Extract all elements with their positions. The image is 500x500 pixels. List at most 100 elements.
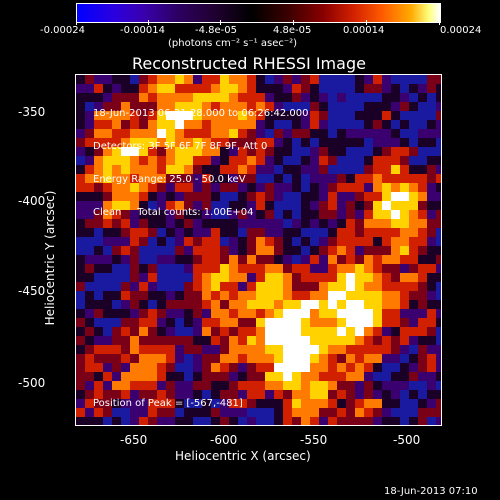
image-pixel bbox=[184, 183, 193, 192]
image-pixel bbox=[247, 390, 256, 399]
image-pixel bbox=[94, 165, 103, 174]
image-pixel bbox=[346, 354, 355, 363]
image-pixel bbox=[409, 327, 418, 336]
image-pixel bbox=[103, 399, 112, 408]
image-pixel bbox=[274, 75, 283, 84]
image-pixel bbox=[391, 273, 400, 282]
image-pixel bbox=[400, 147, 409, 156]
image-pixel bbox=[130, 381, 139, 390]
image-pixel bbox=[130, 264, 139, 273]
image-pixel bbox=[247, 228, 256, 237]
image-pixel bbox=[175, 129, 184, 138]
image-pixel bbox=[121, 93, 130, 102]
image-pixel bbox=[211, 237, 220, 246]
image-pixel bbox=[247, 138, 256, 147]
image-pixel bbox=[85, 354, 94, 363]
image-pixel bbox=[202, 183, 211, 192]
image-pixel bbox=[211, 300, 220, 309]
image-pixel bbox=[103, 237, 112, 246]
image-pixel bbox=[202, 138, 211, 147]
image-pixel bbox=[130, 75, 139, 84]
image-pixel bbox=[355, 327, 364, 336]
image-pixel bbox=[247, 327, 256, 336]
image-pixel bbox=[166, 417, 175, 425]
image-pixel bbox=[409, 183, 418, 192]
image-pixel bbox=[346, 93, 355, 102]
image-pixel bbox=[346, 192, 355, 201]
image-pixel bbox=[238, 282, 247, 291]
image-pixel bbox=[157, 381, 166, 390]
image-pixel bbox=[265, 192, 274, 201]
image-pixel bbox=[346, 255, 355, 264]
image-pixel bbox=[337, 237, 346, 246]
image-pixel bbox=[382, 300, 391, 309]
image-pixel bbox=[139, 399, 148, 408]
image-pixel bbox=[283, 129, 292, 138]
image-pixel bbox=[130, 183, 139, 192]
image-pixel bbox=[382, 264, 391, 273]
image-pixel bbox=[436, 345, 441, 354]
image-pixel bbox=[346, 264, 355, 273]
image-pixel bbox=[436, 192, 441, 201]
image-pixel bbox=[211, 399, 220, 408]
image-pixel bbox=[247, 93, 256, 102]
image-pixel bbox=[103, 102, 112, 111]
image-pixel bbox=[265, 327, 274, 336]
image-pixel bbox=[328, 174, 337, 183]
image-pixel bbox=[409, 363, 418, 372]
image-pixel bbox=[409, 399, 418, 408]
image-pixel bbox=[346, 111, 355, 120]
image-pixel bbox=[130, 246, 139, 255]
image-pixel bbox=[130, 102, 139, 111]
image-pixel bbox=[409, 264, 418, 273]
image-pixel bbox=[337, 318, 346, 327]
image-pixel bbox=[103, 345, 112, 354]
image-pixel bbox=[274, 237, 283, 246]
image-pixel bbox=[148, 363, 157, 372]
image-pixel bbox=[121, 291, 130, 300]
image-pixel bbox=[274, 336, 283, 345]
image-pixel bbox=[175, 354, 184, 363]
image-pixel bbox=[328, 336, 337, 345]
image-pixel bbox=[202, 417, 211, 425]
image-pixel bbox=[265, 300, 274, 309]
image-pixel bbox=[211, 102, 220, 111]
image-pixel bbox=[310, 264, 319, 273]
image-pixel bbox=[310, 363, 319, 372]
image-pixel bbox=[130, 129, 139, 138]
image-pixel bbox=[283, 390, 292, 399]
image-pixel bbox=[436, 327, 441, 336]
image-pixel bbox=[292, 255, 301, 264]
image-pixel bbox=[139, 219, 148, 228]
image-pixel bbox=[175, 147, 184, 156]
image-pixel bbox=[265, 408, 274, 417]
image-pixel bbox=[283, 363, 292, 372]
image-pixel bbox=[283, 408, 292, 417]
image-pixel bbox=[355, 237, 364, 246]
image-pixel bbox=[283, 273, 292, 282]
image-pixel bbox=[229, 282, 238, 291]
image-pixel bbox=[94, 129, 103, 138]
image-pixel bbox=[166, 264, 175, 273]
image-pixel bbox=[211, 408, 220, 417]
image-pixel bbox=[310, 201, 319, 210]
image-pixel bbox=[184, 327, 193, 336]
image-pixel bbox=[94, 309, 103, 318]
image-pixel bbox=[337, 363, 346, 372]
image-pixel bbox=[319, 273, 328, 282]
image-pixel bbox=[211, 246, 220, 255]
image-pixel bbox=[256, 129, 265, 138]
image-pixel bbox=[193, 264, 202, 273]
image-pixel bbox=[202, 75, 211, 84]
image-pixel bbox=[238, 120, 247, 129]
image-pixel bbox=[292, 336, 301, 345]
image-pixel bbox=[346, 390, 355, 399]
image-pixel bbox=[436, 129, 441, 138]
image-pixel bbox=[265, 174, 274, 183]
image-pixel bbox=[175, 363, 184, 372]
image-pixel bbox=[202, 84, 211, 93]
image-pixel bbox=[265, 165, 274, 174]
image-pixel bbox=[121, 255, 130, 264]
image-pixel bbox=[202, 354, 211, 363]
image-pixel bbox=[409, 228, 418, 237]
